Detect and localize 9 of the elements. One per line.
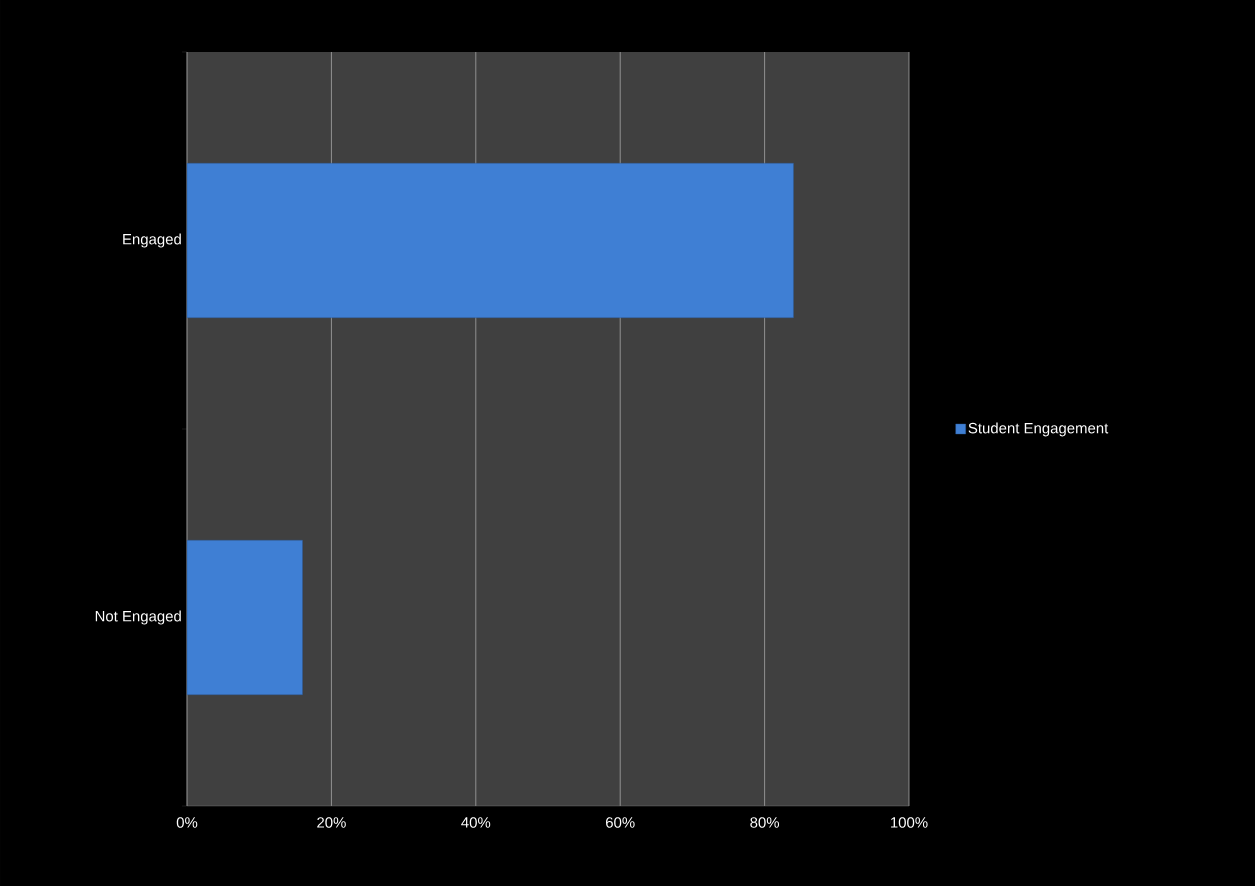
x-tick-label: 40% bbox=[461, 817, 491, 828]
x-tick-label: 80% bbox=[750, 817, 780, 828]
y-tick-label: Engaged bbox=[123, 233, 181, 248]
legend-label: Student Engagement bbox=[968, 422, 1109, 437]
x-tick-label: 60% bbox=[606, 817, 635, 828]
x-tick-label: 0% bbox=[176, 817, 198, 828]
y-tick-label: Not Engaged bbox=[95, 610, 181, 625]
x-tick-label: 100% bbox=[891, 817, 928, 828]
x-tick-label: 20% bbox=[317, 817, 346, 828]
